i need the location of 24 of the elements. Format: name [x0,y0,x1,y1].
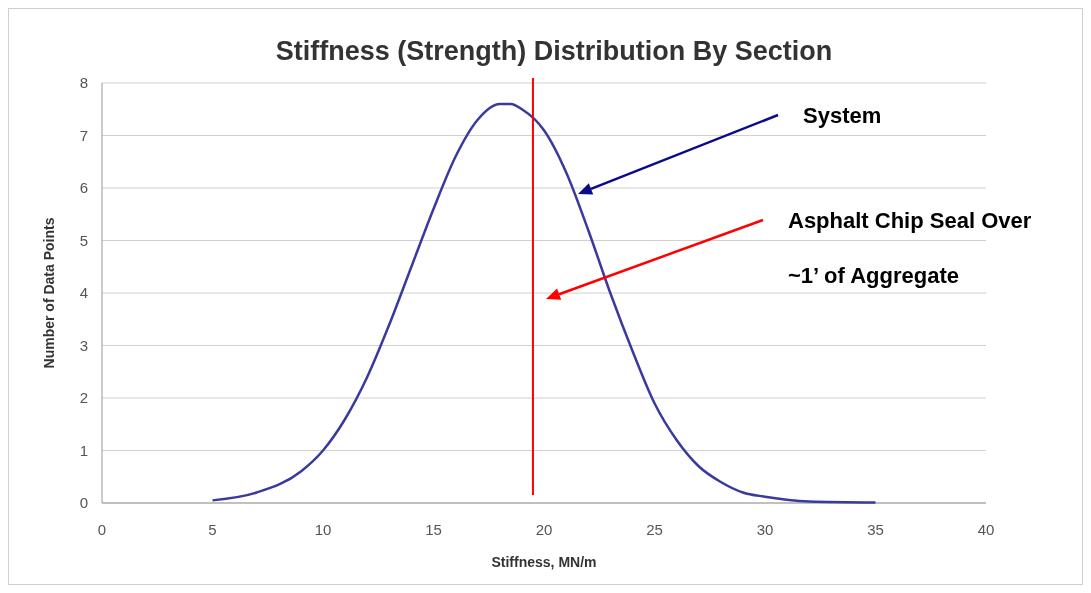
x-axis-title: Stiffness, MN/m [491,554,597,570]
y-tick-label: 4 [79,284,88,302]
y-tick-label: 1 [79,441,88,459]
annotation: ~1’ of Aggregate [788,263,959,288]
x-tick-label: 15 [425,521,442,538]
y-tick-label: 7 [79,126,88,144]
y-tick-label: 5 [79,231,88,249]
x-tick-label: 20 [535,521,553,538]
annotation: Asphalt Chip Seal Over [788,208,1032,233]
y-tick-label: 3 [79,336,88,354]
annotation: System [803,103,882,128]
y-tick-label: 8 [79,74,88,92]
y-tick-label: 0 [79,494,88,512]
y-axis-title: Number of Data Points [41,217,57,369]
x-tick-label: 0 [97,521,107,538]
x-tick-label: 40 [977,521,995,538]
x-tick-label: 30 [756,521,774,538]
x-tick-label: 10 [314,521,332,538]
y-tick-label: 6 [79,179,88,197]
x-tick-label: 35 [867,521,884,538]
y-tick-label: 2 [79,389,88,407]
chart-title: Stiffness (Strength) Distribution By Section [275,36,833,66]
x-tick-label: 5 [208,521,217,538]
x-tick-label: 25 [646,521,663,538]
